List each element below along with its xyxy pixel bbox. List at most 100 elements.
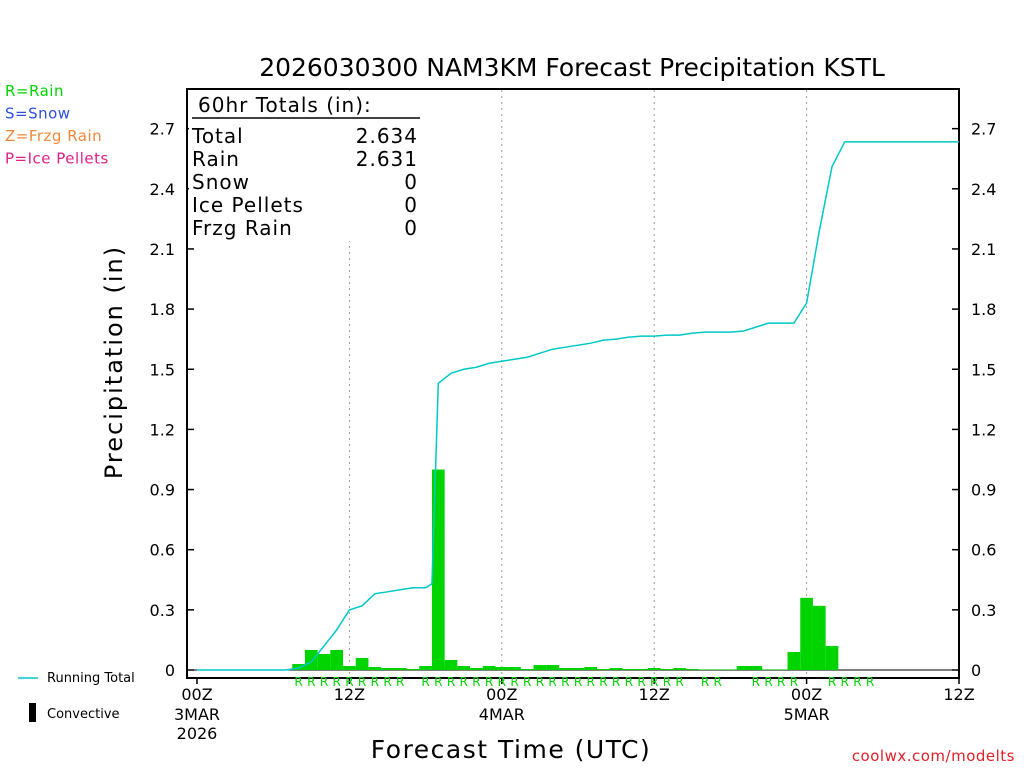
x-tick-label-24h: 00Z — [486, 685, 517, 704]
precip-bar-31h — [584, 666, 598, 670]
plot-frame — [186, 88, 960, 679]
precip-bar-17h — [406, 668, 420, 670]
precip-bar-43h — [736, 665, 750, 670]
ptype-mark-25h: R — [510, 675, 518, 689]
totals-label-snow: Snow — [192, 170, 250, 194]
y-tick-label-left-0.9: 0.9 — [150, 481, 175, 500]
precip-bar-48h — [800, 597, 813, 670]
ptype-mark-10h: R — [320, 675, 328, 689]
ptype-mark-47h: R — [790, 675, 798, 689]
totals-heading: 60hr Totals (in): — [198, 93, 372, 117]
ptype-legend-frzg-rain: Z=Frzg Rain — [5, 127, 102, 145]
running-total-legend-label: Running Total — [47, 671, 135, 686]
x-tick-label-36h: 12Z — [639, 685, 670, 704]
precip-bar-40h — [698, 669, 712, 670]
x-axis-label: Forecast Time (UTC) — [371, 735, 651, 764]
precip-bar-25h — [508, 666, 521, 670]
precip-bar-49h — [812, 605, 826, 670]
precip-bar-21h — [457, 665, 471, 670]
totals-rows: Total 2.634 Rain 2.631 Snow 0 Ice Pellets 0 Frzg… — [191, 124, 418, 240]
precip-bar-36h — [647, 667, 661, 670]
ptype-mark-9h: R — [307, 675, 315, 689]
y-tick-label-left-1.8: 1.8 — [150, 300, 175, 319]
y-tick-label-left-2.4: 2.4 — [150, 180, 175, 199]
precip-bar-38h — [673, 667, 686, 670]
credit-text: coolwx.com/modelts — [852, 747, 1015, 765]
ptype-mark-23h: R — [485, 675, 493, 689]
ptype-mark-52h: R — [853, 675, 861, 689]
ptype-mark-40h: R — [701, 675, 709, 689]
ptype-mark-18h: R — [421, 675, 429, 689]
precip-bar-34h — [622, 668, 636, 670]
ptype-mark-50h: R — [828, 675, 836, 689]
convective-legend-swatch — [29, 703, 36, 722]
running-total-series — [197, 141, 959, 671]
y-tick-label-right-1.2: 1.2 — [971, 420, 996, 439]
y-tick-label-right-2.4: 2.4 — [971, 180, 996, 199]
ptype-mark-38h: R — [675, 675, 683, 689]
ptype-mark-36h: R — [650, 675, 658, 689]
ptype-mark-32h: R — [599, 675, 607, 689]
totals-label-ice-pellets: Ice Pellets — [192, 193, 304, 217]
precip-bar-14h — [368, 666, 382, 670]
ptype-mark-24h: R — [498, 675, 506, 689]
ptype-mark-16h: R — [396, 675, 404, 689]
ptype-mark-34h: R — [625, 675, 633, 689]
y-tick-label-left-1.5: 1.5 — [150, 360, 175, 379]
precip-bar-26h — [520, 668, 534, 670]
precip-bar-28h — [546, 664, 559, 670]
ptype-mark-31h: R — [587, 675, 595, 689]
precip-bar-18h — [419, 665, 432, 670]
ptype-mark-35h: R — [637, 675, 645, 689]
x-tick-label-12h: 12Z — [334, 685, 365, 704]
precip-bar-41h — [711, 669, 725, 670]
ptype-mark-14h: R — [371, 675, 379, 689]
x-date-label-24h: 4MAR — [479, 705, 525, 724]
y-tick-label-right-2.7: 2.7 — [971, 120, 996, 139]
precip-bar-11h — [330, 649, 344, 670]
ptype-mark-33h: R — [612, 675, 620, 689]
ptype-mark-44h: R — [752, 675, 760, 689]
x-tick-label-0h: 00Z — [181, 685, 212, 704]
y-tick-label-left-0.6: 0.6 — [150, 541, 175, 560]
ptype-mark-45h: R — [764, 675, 772, 689]
y-tick-label-left-1.2: 1.2 — [150, 420, 175, 439]
totals-value-rain: 2.631 — [356, 147, 418, 171]
ptype-mark-11h: R — [333, 675, 341, 689]
y-tick-label-right-0.6: 0.6 — [971, 541, 996, 560]
ptype-mark-46h: R — [777, 675, 785, 689]
axes: 0 00.3 0.30.6 0.60.9 0.91.2 1.21.5 1.51.8 1.82.… — [150, 120, 997, 743]
precip-bar-47h — [787, 651, 801, 670]
ptype-mark-22h: R — [472, 675, 480, 689]
ptype-mark-12h: R — [345, 675, 353, 689]
precip-bar-42h — [724, 669, 737, 670]
ptype-mark-13h: R — [358, 675, 366, 689]
precip-bar-20h — [444, 659, 458, 670]
series-legend: Running Total Convective — [18, 671, 135, 722]
precip-bar-45h — [762, 669, 775, 670]
ptype-mark-20h: R — [447, 675, 455, 689]
ptype-mark-53h: R — [866, 675, 874, 689]
ptype-legend-rain: R=Rain — [5, 82, 64, 100]
convective-legend-label: Convective — [47, 707, 120, 722]
y-tick-label-left-0: 0 — [165, 661, 175, 680]
y-tick-label-left-2.1: 2.1 — [150, 240, 175, 259]
precip-bar-9h — [304, 649, 318, 670]
precip-bar-37h — [660, 668, 674, 670]
y-tick-label-right-0: 0 — [971, 661, 981, 680]
y-tick-label-right-1.5: 1.5 — [971, 360, 996, 379]
ptype-mark-15h: R — [383, 675, 391, 689]
precip-bars — [292, 469, 839, 670]
y-tick-label-right-1.8: 1.8 — [971, 300, 996, 319]
precip-bar-32h — [597, 668, 610, 670]
totals-value-ice-pellets: 0 — [404, 193, 418, 217]
x-year-label-0h: 2026 — [177, 724, 218, 743]
totals-label-frzg-rain: Frzg Rain — [192, 216, 293, 240]
precip-bar-27h — [533, 664, 547, 670]
ptype-mark-21h: R — [460, 675, 468, 689]
y-tick-label-right-0.3: 0.3 — [971, 601, 996, 620]
precip-bar-30h — [571, 667, 585, 670]
precip-bar-10h — [317, 653, 331, 670]
